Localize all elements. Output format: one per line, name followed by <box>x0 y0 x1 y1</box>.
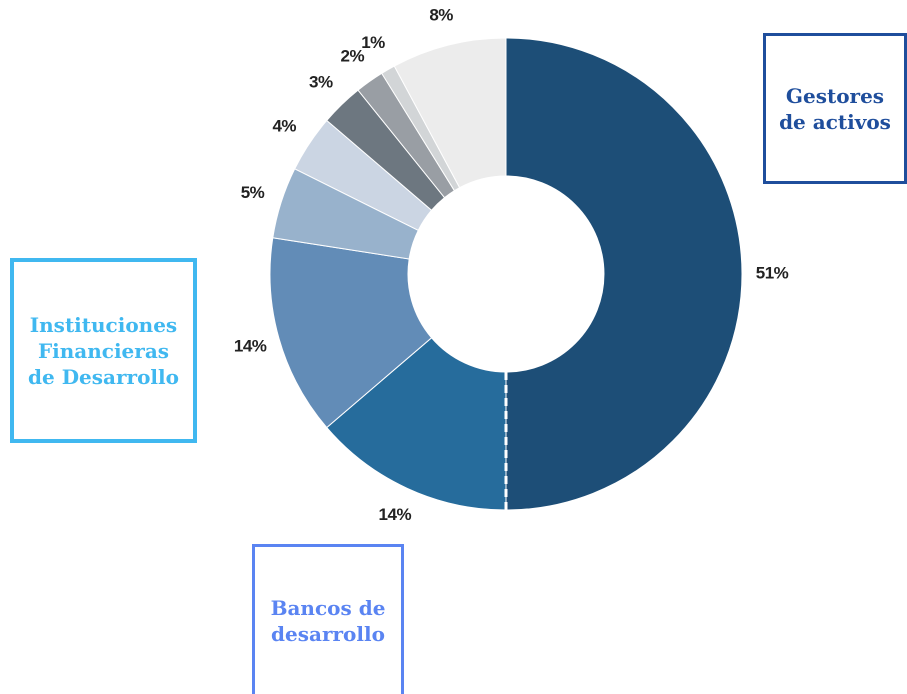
category-label-instituciones-financieras: Instituciones Financieras de Desarrollo <box>28 312 179 389</box>
slice-value-label-5: 3% <box>309 73 333 92</box>
slice-value-label-3: 5% <box>241 183 265 202</box>
category-label-bancos-de-desarrollo: Bancos de desarrollo <box>270 595 386 646</box>
slice-value-label-6: 2% <box>341 46 365 65</box>
donut-slice-0 <box>505 37 743 511</box>
slice-value-label-8: 8% <box>429 6 453 25</box>
slice-value-label-7: 1% <box>361 33 385 52</box>
donut-slice-8 <box>393 37 507 189</box>
slice-value-label-1: 14% <box>379 505 412 524</box>
donut-slice-1 <box>326 337 507 511</box>
category-box-instituciones-financieras: Instituciones Financieras de Desarrollo <box>10 258 197 443</box>
category-box-gestores-de-activos: Gestores de activos <box>763 33 907 184</box>
slice-value-label-0: 51% <box>756 263 789 282</box>
donut-slice-2 <box>269 237 433 429</box>
slice-value-label-4: 4% <box>272 117 296 136</box>
category-label-gestores-de-activos: Gestores de activos <box>779 83 891 134</box>
slice-value-label-2: 14% <box>234 336 267 355</box>
category-box-bancos-de-desarrollo: Bancos de desarrollo <box>252 544 404 694</box>
